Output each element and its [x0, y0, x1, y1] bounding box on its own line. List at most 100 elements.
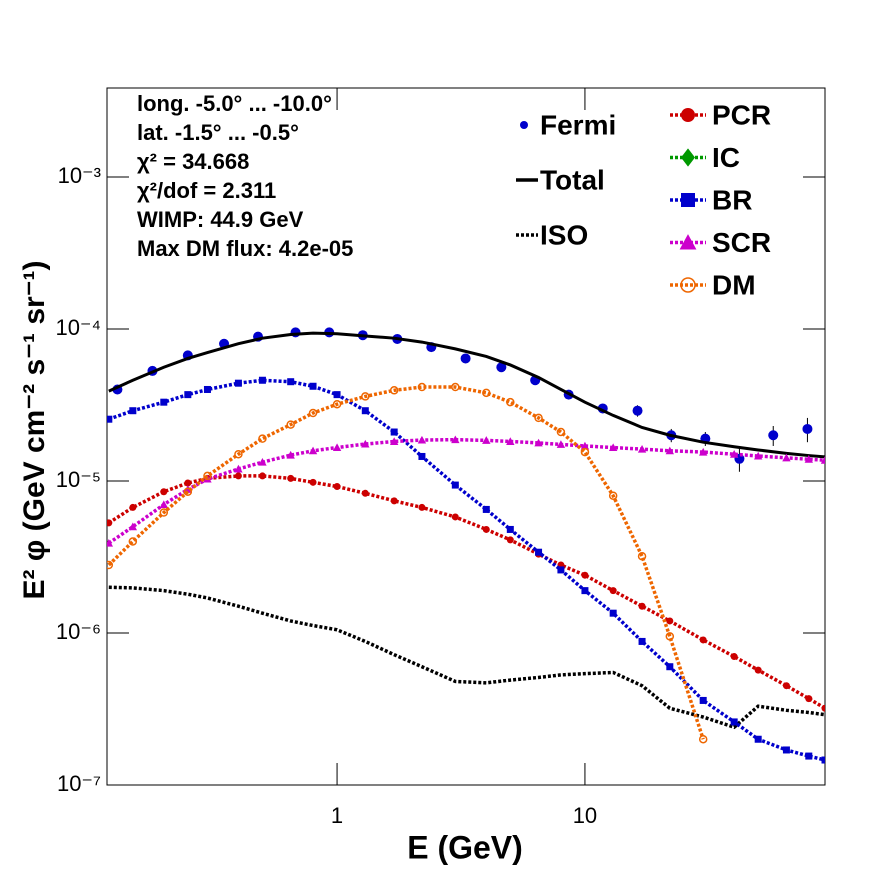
- marker: [805, 695, 813, 703]
- plot-frame: [106, 87, 826, 786]
- marker: [580, 447, 590, 457]
- marker: [557, 566, 565, 574]
- marker: [107, 415, 113, 423]
- marker: [417, 435, 427, 444]
- marker: [287, 474, 295, 482]
- marker: [637, 551, 647, 561]
- marker: [308, 408, 318, 418]
- marker: [107, 560, 114, 570]
- marker: [309, 382, 317, 390]
- y-tick-label: 10⁻³: [58, 163, 101, 188]
- marker: [534, 438, 543, 447]
- series-line: [107, 437, 825, 545]
- marker: [234, 464, 243, 473]
- legend-item: PCR: [670, 99, 771, 130]
- marker: [534, 413, 543, 423]
- marker: [361, 407, 369, 415]
- marker: [730, 718, 738, 726]
- marker: [608, 491, 618, 500]
- marker: [451, 481, 459, 489]
- marker: [234, 449, 243, 459]
- marker: [754, 666, 762, 674]
- marker: [258, 457, 267, 466]
- marker: [482, 388, 491, 398]
- marker: [203, 471, 212, 481]
- marker: [804, 455, 813, 463]
- legend-label: DM: [712, 269, 756, 300]
- marker: [203, 385, 211, 393]
- marker: [417, 382, 427, 392]
- marker: [581, 571, 589, 579]
- marker: [506, 525, 514, 533]
- legend-item: DM: [670, 269, 756, 300]
- legend-label: Fermi: [540, 109, 616, 140]
- marker: [390, 428, 398, 436]
- marker: [390, 497, 398, 505]
- annotation: χ²/dof = 2.311: [137, 178, 276, 203]
- legend-item: IC: [670, 142, 740, 173]
- marker: [160, 488, 168, 496]
- marker: [460, 353, 471, 364]
- marker: [184, 391, 192, 399]
- marker: [333, 391, 341, 399]
- marker: [699, 447, 708, 456]
- legend-item: ISO: [516, 219, 588, 250]
- x-tick-label: 1: [331, 803, 343, 828]
- marker: [637, 444, 647, 453]
- marker: [753, 451, 763, 460]
- marker: [581, 587, 589, 595]
- marker: [666, 617, 674, 625]
- marker: [805, 752, 813, 760]
- series-line: [108, 378, 825, 762]
- marker: [309, 478, 317, 486]
- marker: [287, 378, 295, 386]
- marker: [638, 637, 646, 645]
- marker: [821, 756, 825, 764]
- marker: [681, 108, 695, 122]
- marker: [520, 121, 528, 129]
- marker: [128, 522, 138, 531]
- y-tick-label: 10⁻⁴: [55, 315, 101, 340]
- marker: [129, 503, 137, 511]
- marker: [699, 636, 707, 644]
- legend-label: Total: [540, 164, 605, 195]
- marker: [496, 362, 507, 373]
- marker: [451, 382, 460, 392]
- marker: [556, 440, 566, 448]
- marker: [699, 696, 707, 704]
- marker: [234, 379, 242, 387]
- marker: [680, 277, 696, 293]
- legend-item: SCR: [670, 227, 771, 258]
- marker: [451, 435, 460, 444]
- legend-item: BR: [670, 184, 752, 215]
- legend-label: ISO: [540, 219, 588, 250]
- marker: [681, 193, 695, 207]
- marker: [184, 479, 192, 487]
- marker: [258, 376, 266, 384]
- marker: [258, 434, 267, 443]
- legend-item: Total: [516, 164, 605, 195]
- marker: [418, 503, 426, 511]
- marker: [681, 148, 695, 167]
- series-line: [108, 585, 825, 730]
- legend-label: PCR: [712, 99, 771, 130]
- marker: [730, 653, 738, 661]
- marker: [768, 430, 779, 441]
- marker: [286, 420, 295, 429]
- annotation: χ² = 34.668: [137, 149, 249, 174]
- annotation: Max DM flux: 4.2e-05: [137, 236, 353, 261]
- marker: [821, 704, 825, 712]
- marker: [506, 437, 515, 445]
- marker: [754, 735, 762, 743]
- marker: [308, 446, 318, 455]
- marker: [286, 450, 295, 459]
- marker: [129, 407, 137, 415]
- marker: [506, 536, 514, 544]
- marker: [234, 472, 242, 480]
- marker: [332, 443, 342, 452]
- y-axis-title: E² φ (GeV cm⁻² s⁻¹ sr⁻¹): [18, 260, 51, 599]
- marker: [361, 439, 370, 448]
- marker: [451, 513, 459, 521]
